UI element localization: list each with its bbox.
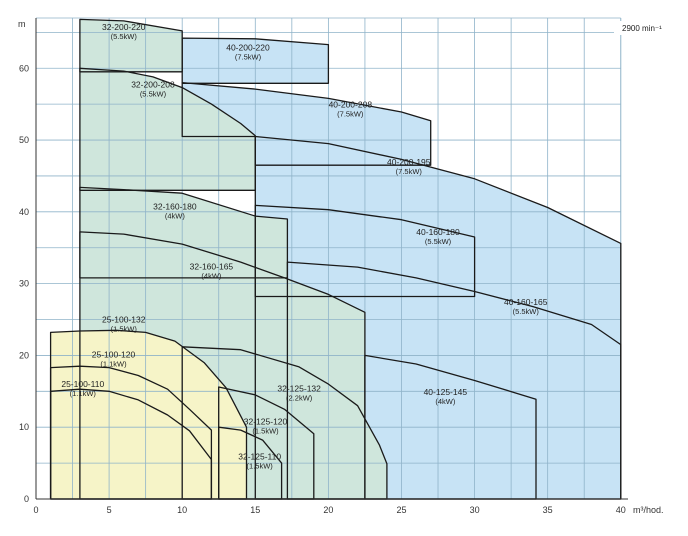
region-power-25-100-110: (1.1kW) (70, 389, 97, 398)
region-power-25-100-132: (1.5kW) (111, 324, 138, 333)
region-label-40-200-195: 40-200-195 (387, 157, 431, 167)
tick-labels: 0 5 10 15 20 25 30 35 40 0 10 20 30 40 50 60 (19, 63, 626, 515)
region-label-32-160-180: 32-160-180 (153, 202, 197, 212)
x-tick-label: 25 (396, 505, 406, 515)
y-tick-label: 60 (19, 63, 29, 73)
region-labels: 40-200-220(7.5kW)40-200-208(7.5kW)40-200… (61, 22, 547, 470)
region-power-40-160-180: (5.5kW) (425, 237, 452, 246)
region-outline-40-200-208 (181, 81, 432, 166)
x-tick-label: 20 (323, 505, 333, 515)
region-power-32-125-120: (1.5kW) (252, 426, 279, 435)
y-tick-label: 10 (19, 422, 29, 432)
x-tick-label: 30 (470, 505, 480, 515)
region-label-40-160-180: 40-160-180 (416, 227, 460, 237)
region-power-32-200-208: (5.5kW) (140, 90, 167, 99)
region-fill-32-200-208 (79, 68, 256, 191)
region-label-25-100-120: 25-100-120 (92, 350, 136, 360)
x-tick-label: 15 (250, 505, 260, 515)
y-tick-label: 0 (24, 494, 29, 504)
region-power-40-125-145: (4kW) (435, 397, 455, 406)
region-label-32-125-120: 32-125-120 (244, 416, 288, 426)
region-label-40-160-165: 40-160-165 (504, 297, 548, 307)
y-tick-label: 50 (19, 135, 29, 145)
speed-label-box (614, 21, 672, 35)
region-power-40-200-220: (7.5kW) (235, 52, 262, 61)
speed-label: 2900 min⁻¹ (622, 24, 662, 33)
y-tick-label: 30 (19, 279, 29, 289)
y-axis-unit: m (18, 19, 26, 29)
region-label-40-200-220: 40-200-220 (226, 42, 270, 52)
region-outline-40-160-180 (254, 204, 476, 298)
region-label-32-160-165: 32-160-165 (190, 261, 234, 271)
region-power-32-160-165: (4kW) (201, 271, 221, 280)
region-power-32-125-110: (1.5kW) (247, 462, 274, 471)
region-power-25-100-120: (1.1kW) (100, 360, 127, 369)
region-power-32-125-132: (2.2kW) (286, 393, 313, 402)
region-fill-40-200-208 (182, 82, 431, 166)
x-axis-unit: m³/hod. (633, 505, 664, 515)
axes (35, 18, 628, 500)
region-outline-32-200-208 (79, 67, 256, 191)
region-power-40-200-195: (7.5kW) (396, 167, 423, 176)
region-power-32-200-220: (5.5kW) (111, 32, 138, 41)
region-outline-32-160-180 (79, 186, 289, 279)
pump-regions (50, 19, 621, 499)
region-label-32-200-208: 32-200-208 (131, 80, 175, 90)
region-power-32-160-180: (4kW) (165, 212, 185, 221)
region-label-40-125-145: 40-125-145 (424, 387, 468, 397)
region-fill-25-100-110 (50, 389, 212, 499)
x-tick-label: 0 (33, 505, 38, 515)
x-tick-label: 35 (543, 505, 553, 515)
region-power-40-200-208: (7.5kW) (337, 110, 364, 119)
region-outline-40-200-220 (181, 37, 330, 84)
y-tick-label: 20 (19, 350, 29, 360)
x-tick-label: 5 (107, 505, 112, 515)
region-label-40-200-208: 40-200-208 (329, 100, 373, 110)
region-outline-32-200-220 (79, 18, 183, 73)
y-tick-label: 40 (19, 207, 29, 217)
x-tick-label: 40 (616, 505, 626, 515)
region-label-32-125-132: 32-125-132 (277, 383, 321, 393)
region-label-25-100-132: 25-100-132 (102, 314, 146, 324)
region-label-32-125-110: 32-125-110 (238, 452, 281, 462)
region-label-32-200-220: 32-200-220 (102, 22, 146, 32)
x-tick-label: 10 (177, 505, 187, 515)
pump-region-outlines (49, 18, 622, 500)
region-power-40-160-165: (5.5kW) (513, 307, 540, 316)
region-label-25-100-110: 25-100-110 (61, 379, 104, 389)
